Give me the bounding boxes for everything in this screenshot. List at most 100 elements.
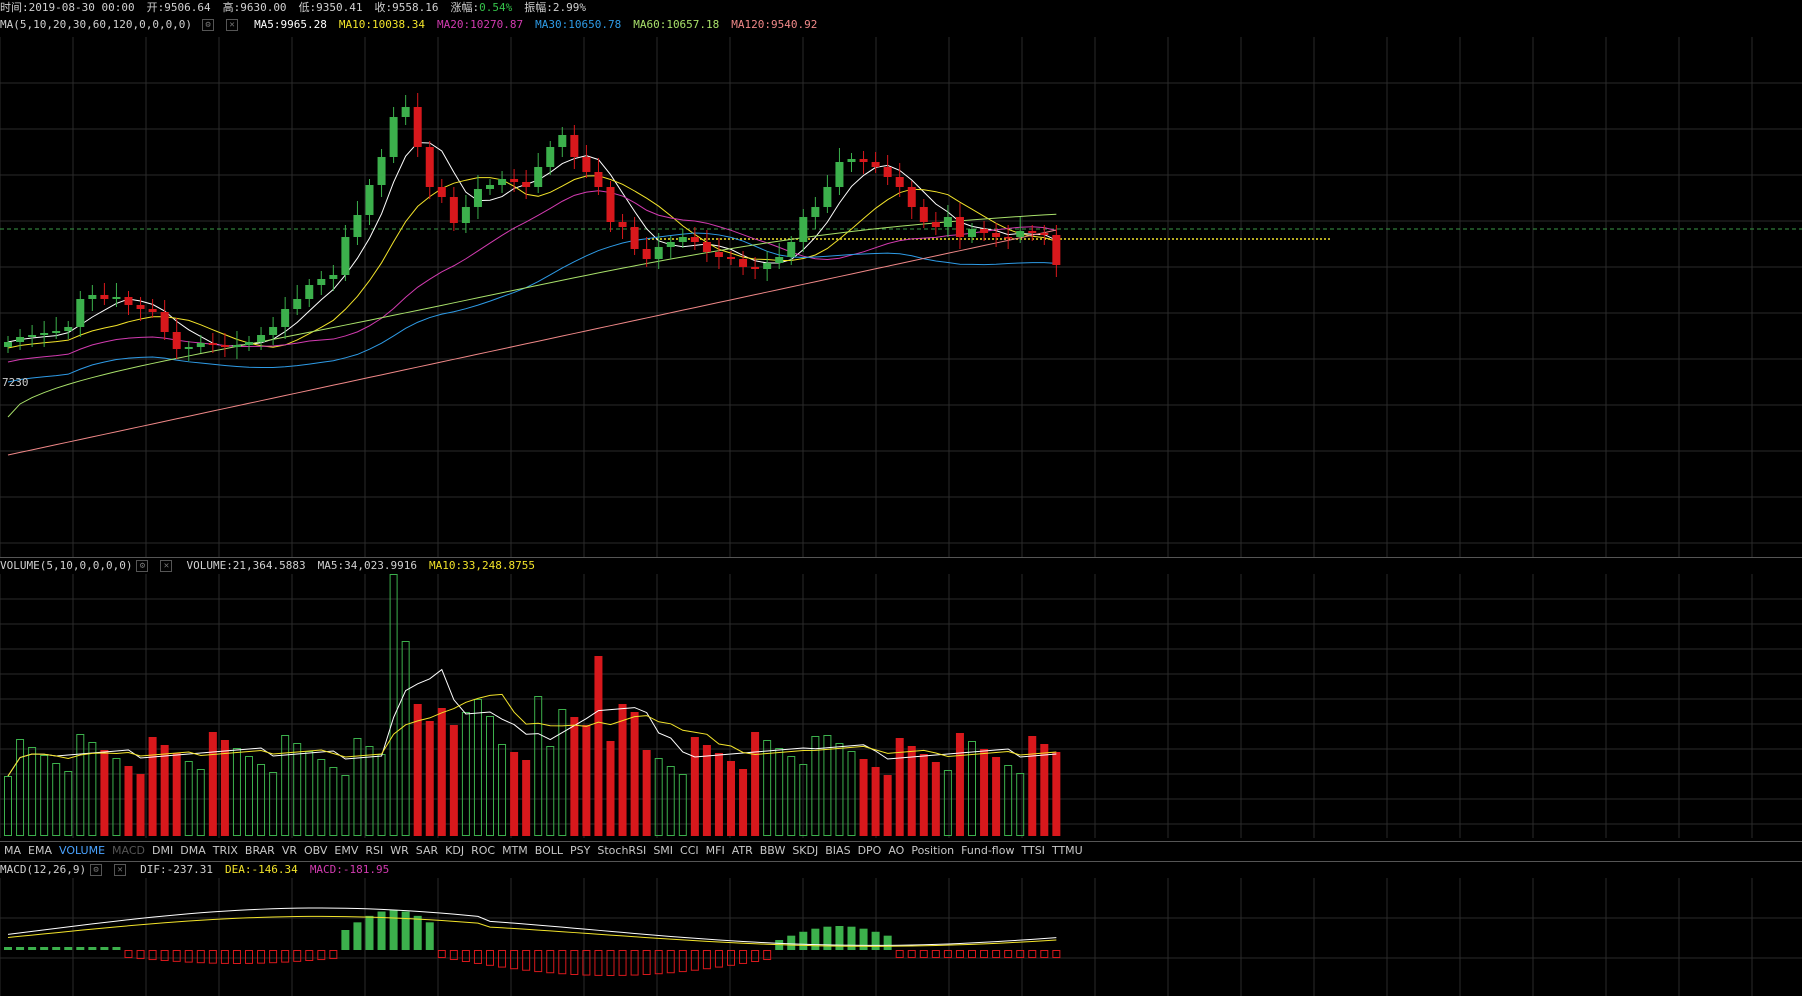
- pane-divider[interactable]: [0, 557, 1802, 558]
- macd-bar: [919, 950, 928, 958]
- tab-bbw[interactable]: BBW: [759, 844, 786, 857]
- volume-bar: [16, 739, 25, 836]
- tab-macd[interactable]: MACD: [112, 844, 146, 857]
- ma5-line: [7, 142, 1057, 347]
- tab-mfi[interactable]: MFI: [705, 844, 725, 857]
- tab-cci[interactable]: CCI: [680, 844, 699, 857]
- candle-body: [992, 233, 1001, 237]
- pane-divider[interactable]: [0, 861, 1802, 862]
- macd-bar: [100, 947, 109, 950]
- candle-body: [401, 107, 410, 117]
- tab-bias[interactable]: BIAS: [825, 844, 851, 857]
- candle-body: [498, 179, 507, 185]
- tab-wr[interactable]: WR: [390, 844, 409, 857]
- tab-dpo[interactable]: DPO: [857, 844, 882, 857]
- volume-chart[interactable]: [0, 574, 1802, 838]
- tab-smi[interactable]: SMI: [653, 844, 674, 857]
- close-icon[interactable]: ✕: [160, 560, 173, 572]
- settings-icon[interactable]: ⚙: [202, 19, 215, 31]
- macd-bar: [76, 947, 85, 950]
- macd-bar: [955, 950, 964, 958]
- volume-bar: [1016, 773, 1025, 836]
- candle-body: [522, 182, 531, 187]
- close-icon[interactable]: ✕: [226, 19, 239, 31]
- candle-body: [365, 185, 374, 215]
- tab-atr[interactable]: ATR: [731, 844, 753, 857]
- tab-ttsi[interactable]: TTSI: [1021, 844, 1045, 857]
- ma120-line: [7, 229, 1057, 456]
- tab-brar[interactable]: BRAR: [244, 844, 275, 857]
- tab-kdj[interactable]: KDJ: [445, 844, 465, 857]
- tab-ao[interactable]: AO: [888, 844, 905, 857]
- volume-bar: [558, 709, 567, 836]
- tab-dma[interactable]: DMA: [180, 844, 206, 857]
- tab-skdj[interactable]: SKDJ: [792, 844, 819, 857]
- macd-bar: [389, 910, 398, 950]
- volume-ma5-value: MA5:34,023.9916: [317, 559, 418, 572]
- price-chart[interactable]: [0, 37, 1802, 557]
- candle-body: [739, 259, 748, 267]
- tab-emv[interactable]: EMV: [334, 844, 359, 857]
- tab-ttmu[interactable]: TTMU: [1051, 844, 1083, 857]
- ma60-line: [7, 213, 1057, 418]
- settings-icon[interactable]: ⚙: [136, 560, 149, 572]
- tab-mtm[interactable]: MTM: [502, 844, 528, 857]
- tab-ma[interactable]: MA: [4, 844, 22, 857]
- volume-bar: [823, 735, 832, 836]
- volume-bar: [64, 771, 73, 836]
- tab-psy[interactable]: PSY: [570, 844, 591, 857]
- settings-icon[interactable]: ⚙: [90, 864, 103, 876]
- tab-fund-flow[interactable]: Fund-flow: [961, 844, 1015, 857]
- volume-bar: [196, 769, 205, 836]
- macd-bar: [522, 950, 531, 971]
- tab-volume[interactable]: VOLUME: [58, 844, 106, 857]
- candle-body: [1052, 235, 1061, 265]
- tab-dmi[interactable]: DMI: [152, 844, 174, 857]
- volume-bar: [257, 764, 266, 836]
- ma30-line: [7, 232, 1057, 383]
- macd-bar: [690, 950, 699, 971]
- macd-bar: [112, 947, 121, 950]
- candle-body: [642, 249, 651, 259]
- tab-rsi[interactable]: RSI: [365, 844, 384, 857]
- candle-body: [184, 347, 193, 349]
- macd-bar: [64, 947, 73, 950]
- macd-bar: [437, 950, 446, 958]
- volume-bar: [425, 721, 434, 836]
- tab-ema[interactable]: EMA: [28, 844, 52, 857]
- tab-trix[interactable]: TRIX: [212, 844, 238, 857]
- candle-body: [413, 107, 422, 147]
- macd-chart[interactable]: [0, 878, 1802, 996]
- macd-bar: [449, 950, 458, 961]
- candle-body: [245, 342, 253, 345]
- volume-bar: [690, 737, 699, 836]
- macd-bar: [702, 950, 711, 970]
- tab-obv[interactable]: OBV: [304, 844, 328, 857]
- volume-bar: [835, 743, 844, 836]
- tab-boll[interactable]: BOLL: [534, 844, 564, 857]
- candle-body: [943, 217, 952, 227]
- macd-bar: [727, 950, 735, 966]
- macd-bar: [546, 950, 555, 974]
- tab-vr[interactable]: VR: [281, 844, 297, 857]
- tab-sar[interactable]: SAR: [415, 844, 439, 857]
- tab-position[interactable]: Position: [911, 844, 955, 857]
- macd-bar: [992, 950, 1001, 958]
- dif-line: [7, 907, 1057, 946]
- tab-roc[interactable]: ROC: [471, 844, 496, 857]
- volume-bar: [449, 725, 458, 836]
- volume-bar: [1004, 765, 1013, 836]
- tab-stochrsi[interactable]: StochRSI: [597, 844, 647, 857]
- volume-bar: [895, 738, 904, 836]
- macd-bar: [907, 950, 916, 958]
- macd-bar: [558, 950, 567, 975]
- close-icon[interactable]: ✕: [114, 864, 127, 876]
- candle-body: [534, 167, 543, 187]
- macd-bar: [787, 935, 796, 950]
- candle-body: [558, 135, 567, 147]
- candle-body: [293, 299, 302, 309]
- macd-bar: [1040, 950, 1049, 958]
- macd-bar: [739, 950, 748, 964]
- candle-body: [582, 157, 591, 172]
- volume-bar: [606, 741, 615, 836]
